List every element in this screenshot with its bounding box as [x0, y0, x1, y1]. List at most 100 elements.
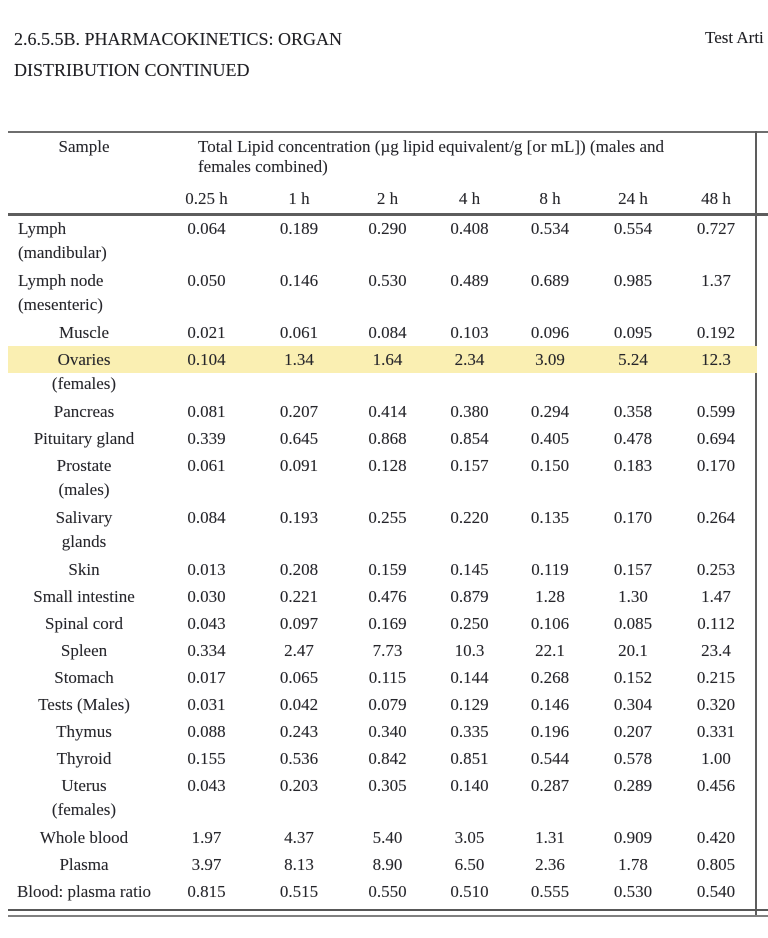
value-cell	[675, 799, 757, 824]
value-cell: 0.420	[696, 827, 736, 847]
value-cell: 0.554	[613, 218, 653, 238]
value-cell: 0.050	[187, 270, 226, 290]
value-cell: 0.250	[450, 613, 489, 633]
value-cell	[591, 799, 675, 824]
row-label: (males)	[58, 480, 110, 499]
value-cell: 3.05	[454, 827, 485, 847]
table-row: (females)	[8, 373, 757, 398]
column-header-concentration: Total Lipid concentration (µg lipid equi…	[160, 133, 757, 178]
value-cell: 0.207	[613, 721, 653, 741]
value-cell: 0.909	[613, 827, 653, 847]
value-cell: 0.115	[368, 667, 407, 687]
table-row: Muscle 0.021 0.061 0.084 0.103 0.096 0.095 0.19…	[8, 319, 757, 346]
value-cell	[345, 479, 430, 504]
value-cell: 0.536	[279, 748, 319, 768]
value-cell: 0.689	[530, 270, 570, 290]
value-cell: 2.36	[535, 854, 565, 874]
value-cell: 0.112	[697, 613, 735, 633]
row-label: Lymph node	[18, 270, 104, 290]
table-row: Pituitary gland 0.339 0.645 0.868 0.854 0.405…	[8, 425, 757, 452]
value-cell: 5.24	[618, 349, 648, 369]
value-cell: 0.189	[279, 218, 319, 238]
value-cell	[591, 242, 675, 267]
value-cell: 1.34	[284, 349, 314, 369]
row-label: Prostate	[56, 455, 112, 475]
page-title: 2.6.5.5B. PHARMACOKINETICS: ORGAN DISTRI…	[14, 24, 342, 86]
value-cell: 0.530	[613, 881, 653, 901]
value-cell: 1.28	[535, 586, 565, 606]
value-cell: 0.555	[530, 881, 570, 901]
value-cell: 0.405	[530, 428, 570, 448]
value-cell: 0.084	[187, 507, 226, 527]
value-cell: 0.290	[368, 218, 407, 238]
value-cell: 0.268	[530, 667, 570, 687]
value-cell: 0.215	[696, 667, 736, 687]
value-cell	[430, 373, 509, 398]
table-row: Small intestine 0.030 0.221 0.476 0.879 1.28 1…	[8, 583, 757, 610]
table-row: Salivary 0.084 0.193 0.255 0.220 0.135 0.170 0.…	[8, 504, 757, 531]
table-row: (females)	[8, 799, 757, 824]
value-cell: 0.088	[187, 721, 226, 741]
value-cell: 0.289	[613, 775, 653, 795]
value-cell: 0.013	[187, 559, 226, 579]
value-cell: 0.221	[279, 586, 319, 606]
value-cell: 0.064	[187, 218, 226, 238]
value-cell: 0.096	[530, 322, 570, 342]
table-row: Thymus 0.088 0.243 0.340 0.335 0.196 0.207 0.33…	[8, 718, 757, 745]
value-cell: 0.540	[696, 881, 736, 901]
value-cell: 0.183	[613, 455, 653, 475]
value-cell	[509, 531, 591, 556]
value-cell: 0.985	[613, 270, 653, 290]
value-cell: 0.510	[450, 881, 489, 901]
value-cell: 0.106	[530, 613, 570, 633]
value-cell: 3.09	[535, 349, 565, 369]
row-label: Small intestine	[33, 586, 135, 606]
value-cell: 7.73	[372, 640, 403, 660]
value-cell: 0.084	[368, 322, 407, 342]
time-header-cell: 2 h	[376, 189, 399, 208]
value-cell: 0.253	[696, 559, 736, 579]
table-row: Whole blood 1.97 4.37 5.40 3.05 1.31 0.909 0.42…	[8, 824, 757, 851]
value-cell: 0.255	[368, 507, 407, 527]
value-cell: 0.408	[450, 218, 489, 238]
value-cell: 0.842	[368, 748, 407, 768]
table-row: (males)	[8, 479, 757, 504]
table-row: Pancreas 0.081 0.207 0.414 0.380 0.294 0.358 0.…	[8, 398, 757, 425]
table-right-border	[755, 131, 757, 917]
row-label: Pituitary gland	[33, 428, 135, 448]
value-cell: 22.1	[535, 640, 565, 660]
time-header-row: 0.25 h 1 h 2 h 4 h 8 h 24 h 48 h	[8, 178, 757, 215]
value-cell: 0.264	[696, 507, 736, 527]
time-header-cell: 24 h	[618, 189, 648, 208]
value-cell	[591, 531, 675, 556]
value-cell: 0.031	[187, 694, 226, 714]
column-header-sample: Sample	[58, 137, 110, 156]
row-label: glands	[61, 532, 107, 551]
value-cell: 0.380	[450, 401, 489, 421]
value-cell	[160, 479, 253, 504]
table-bottom-border	[8, 909, 768, 917]
row-label: Thyroid	[56, 748, 112, 768]
value-cell: 0.030	[187, 586, 226, 606]
value-cell: 1.47	[701, 586, 731, 606]
value-cell: 0.340	[368, 721, 407, 741]
time-header-blank-cell	[8, 178, 160, 215]
value-cell: 0.203	[279, 775, 319, 795]
value-cell: 0.169	[368, 613, 407, 633]
value-cell: 0.097	[279, 613, 319, 633]
row-label: Pancreas	[53, 401, 115, 421]
value-cell	[253, 242, 345, 267]
value-cell: 0.196	[530, 721, 570, 741]
value-cell: 0.243	[279, 721, 319, 741]
value-cell: 0.104	[187, 349, 226, 369]
row-label: Thymus	[56, 721, 112, 741]
value-cell	[430, 799, 509, 824]
table-row: Stomach 0.017 0.065 0.115 0.144 0.268 0.152 0.2…	[8, 664, 757, 691]
value-cell	[675, 242, 757, 267]
value-cell: 0.414	[368, 401, 407, 421]
value-cell: 0.061	[187, 455, 226, 475]
value-cell: 0.851	[450, 748, 489, 768]
value-cell	[675, 294, 757, 319]
value-cell	[430, 242, 509, 267]
row-label: Uterus	[61, 775, 107, 795]
